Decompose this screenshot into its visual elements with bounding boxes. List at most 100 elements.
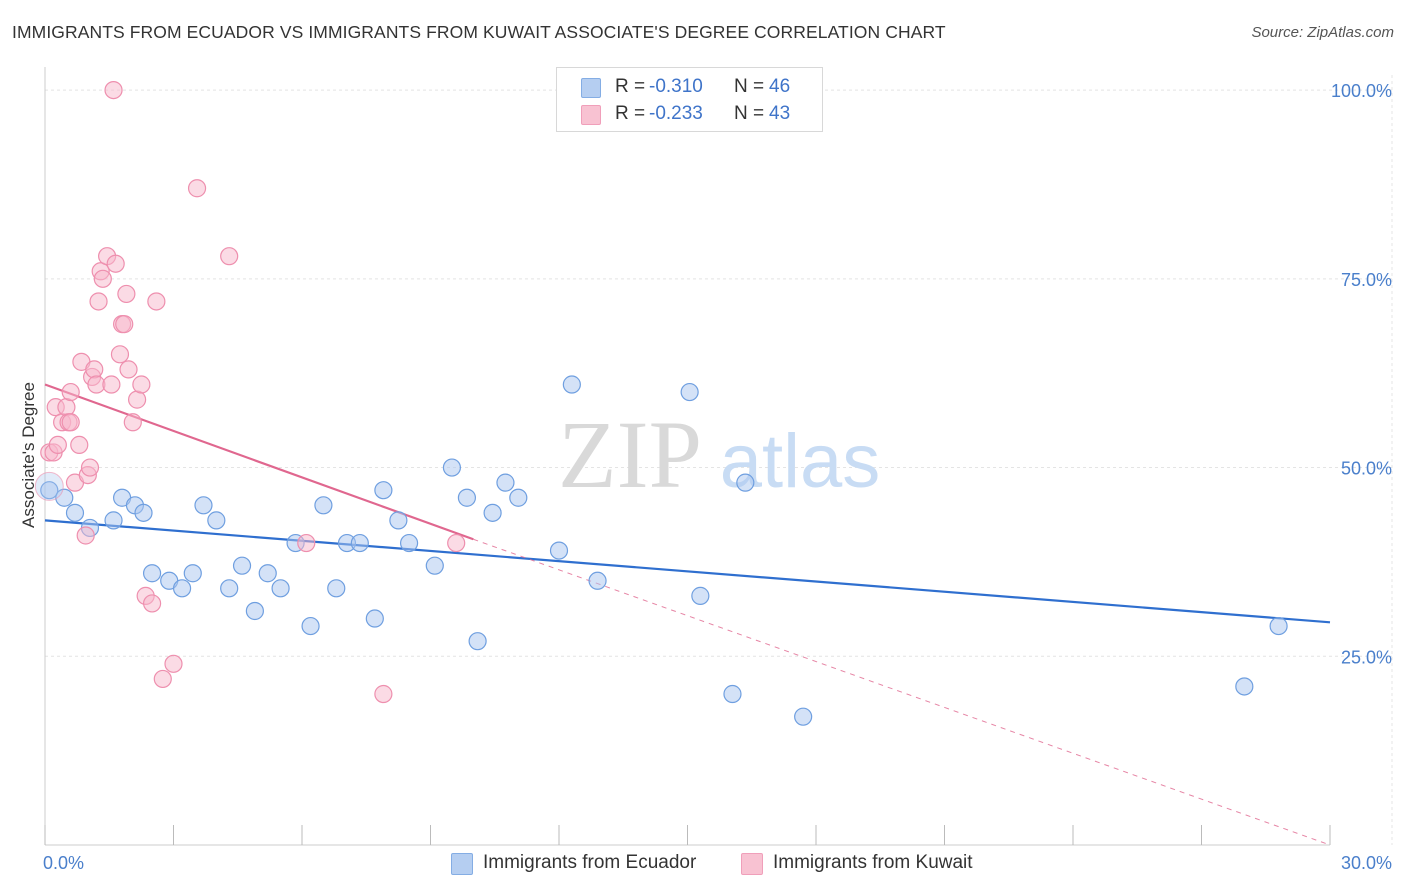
ecuador-r-value: -0.310 <box>649 76 703 97</box>
ecuador-point <box>172 579 192 598</box>
ecuador-point <box>562 375 581 394</box>
ecuador-point <box>271 579 290 598</box>
ecuador-point <box>588 571 607 590</box>
ecuador-point <box>258 564 277 583</box>
ecuador-point <box>399 533 419 553</box>
watermark: ZIP atlas <box>558 401 880 508</box>
kuwait-legend-label: Immigrants from Kuwait <box>773 852 973 873</box>
kuwait-point <box>85 360 104 379</box>
kuwait-trend-extension <box>473 538 1331 846</box>
ecuador-point <box>104 511 123 530</box>
kuwait-point <box>106 254 125 273</box>
ecuador-point <box>374 481 393 500</box>
ecuador-point <box>232 556 252 575</box>
x-tick-label: 0.0% <box>43 853 84 873</box>
kuwait-point <box>61 413 80 432</box>
ecuador-point <box>389 511 408 530</box>
ecuador-legend-swatch <box>451 853 473 875</box>
ecuador-point <box>207 511 226 530</box>
kuwait-point <box>127 390 147 409</box>
ecuador-point <box>457 488 477 507</box>
kuwait-point <box>374 684 393 704</box>
watermark-zip: ZIP <box>558 401 702 508</box>
kuwait-point <box>187 179 207 198</box>
ecuador-point <box>220 579 239 598</box>
kuwait-point <box>89 292 108 311</box>
kuwait-point <box>142 594 162 613</box>
ecuador-point <box>327 579 346 598</box>
r-label: R = <box>615 103 646 124</box>
kuwait-swatch <box>581 105 601 125</box>
ecuador-point <box>134 503 153 522</box>
kuwait-legend-swatch <box>741 853 763 875</box>
n-label: N = <box>734 76 765 97</box>
ecuador-point <box>496 473 515 492</box>
kuwait-point <box>147 292 166 311</box>
y-tick-label: 50.0% <box>1341 459 1392 479</box>
kuwait-point <box>297 533 316 553</box>
ecuador-point <box>301 616 320 636</box>
kuwait-point <box>115 315 134 334</box>
r-label: R = <box>615 76 646 97</box>
kuwait-point <box>220 247 239 266</box>
ecuador-point <box>1235 677 1254 696</box>
ecuador-point <box>794 707 813 726</box>
chart-title: IMMIGRANTS FROM ECUADOR VS IMMIGRANTS FR… <box>12 22 946 42</box>
kuwait-point <box>57 398 76 417</box>
cluster-point <box>34 471 64 501</box>
kuwait-point <box>48 435 67 455</box>
ecuador-legend-label: Immigrants from Ecuador <box>483 852 697 873</box>
grid-lines <box>45 75 1393 845</box>
ecuador-point <box>425 556 444 575</box>
ecuador-point <box>468 632 487 651</box>
ecuador-point <box>350 533 369 553</box>
ecuador-point <box>1269 616 1288 636</box>
y-tick-labels: 25.0% 50.0% 75.0% 100.0% <box>1331 81 1392 667</box>
kuwait-point <box>117 284 136 304</box>
ecuador-point <box>483 503 502 522</box>
ecuador-point <box>245 601 264 621</box>
ecuador-point <box>509 488 528 507</box>
kuwait-point <box>132 375 151 394</box>
kuwait-point <box>70 435 89 455</box>
kuwait-point <box>119 360 138 379</box>
correlation-legend: R = -0.310 N = 46 R = -0.233 N = 43 <box>556 67 823 132</box>
source-credit: Source: ZipAtlas.com <box>1251 24 1394 41</box>
kuwait-point <box>164 654 183 673</box>
y-axis-label: Associate's Degree <box>19 382 38 528</box>
n-label: N = <box>734 103 765 124</box>
kuwait-point <box>76 526 95 545</box>
kuwait-point <box>110 345 130 364</box>
ecuador-point <box>65 503 85 522</box>
ecuador-point <box>142 564 162 583</box>
kuwait-point <box>153 669 172 689</box>
ecuador-point <box>365 609 384 628</box>
ecuador-point <box>55 488 74 507</box>
ecuador-trend-line <box>44 519 1331 624</box>
ecuador-point <box>40 481 59 500</box>
kuwait-point <box>93 269 112 288</box>
kuwait-point <box>61 382 80 402</box>
ecuador-swatch <box>581 78 601 98</box>
ecuador-n-value: 46 <box>769 76 791 97</box>
data-points <box>34 80 1288 726</box>
kuwait-point <box>123 413 142 432</box>
x-tick-labels: 0.0% 30.0% <box>43 853 1392 873</box>
y-tick-label: 25.0% <box>1341 647 1392 667</box>
kuwait-n-value: 43 <box>769 103 791 124</box>
y-tick-label: 100.0% <box>1331 81 1392 101</box>
ecuador-point <box>442 458 462 477</box>
ecuador-point <box>680 382 699 402</box>
kuwait-point <box>102 375 121 394</box>
ecuador-point <box>183 564 202 583</box>
kuwait-point <box>447 533 466 553</box>
ecuador-point <box>194 496 213 515</box>
kuwait-r-value: -0.233 <box>649 103 703 124</box>
ecuador-point <box>549 541 569 560</box>
kuwait-point <box>80 458 100 477</box>
ecuador-point <box>691 586 710 605</box>
x-tick-label: 30.0% <box>1341 853 1392 873</box>
ecuador-point <box>723 684 742 704</box>
ecuador-point <box>314 496 333 515</box>
